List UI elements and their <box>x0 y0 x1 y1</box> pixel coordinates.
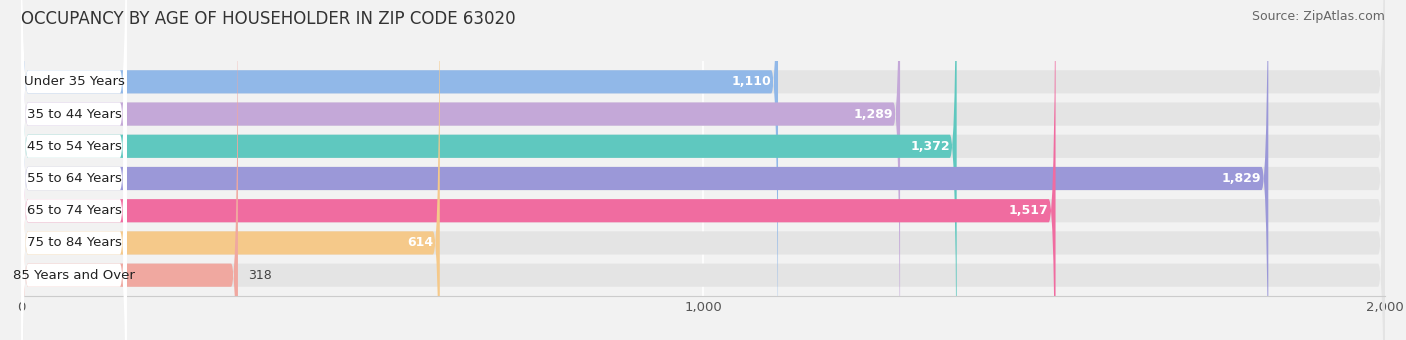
FancyBboxPatch shape <box>21 0 1385 340</box>
Text: 318: 318 <box>249 269 271 282</box>
Text: 75 to 84 Years: 75 to 84 Years <box>27 236 121 250</box>
Text: Under 35 Years: Under 35 Years <box>24 75 124 88</box>
Text: 1,289: 1,289 <box>853 107 893 121</box>
FancyBboxPatch shape <box>21 0 1385 340</box>
FancyBboxPatch shape <box>21 0 127 340</box>
Text: 85 Years and Over: 85 Years and Over <box>13 269 135 282</box>
FancyBboxPatch shape <box>21 0 127 340</box>
Text: 1,110: 1,110 <box>731 75 772 88</box>
FancyBboxPatch shape <box>21 0 238 340</box>
FancyBboxPatch shape <box>21 0 1385 340</box>
Text: 55 to 64 Years: 55 to 64 Years <box>27 172 121 185</box>
FancyBboxPatch shape <box>21 0 127 340</box>
FancyBboxPatch shape <box>21 0 127 340</box>
FancyBboxPatch shape <box>21 0 778 340</box>
FancyBboxPatch shape <box>21 0 956 340</box>
Text: 45 to 54 Years: 45 to 54 Years <box>27 140 121 153</box>
FancyBboxPatch shape <box>21 0 440 340</box>
FancyBboxPatch shape <box>21 0 1385 340</box>
FancyBboxPatch shape <box>21 0 900 340</box>
FancyBboxPatch shape <box>21 0 1268 340</box>
FancyBboxPatch shape <box>21 0 127 340</box>
Text: 614: 614 <box>406 236 433 250</box>
Text: 65 to 74 Years: 65 to 74 Years <box>27 204 121 217</box>
FancyBboxPatch shape <box>21 0 127 340</box>
FancyBboxPatch shape <box>21 0 1385 340</box>
FancyBboxPatch shape <box>21 0 1385 340</box>
Text: 1,517: 1,517 <box>1010 204 1049 217</box>
FancyBboxPatch shape <box>21 0 1056 340</box>
FancyBboxPatch shape <box>21 0 127 340</box>
Text: Source: ZipAtlas.com: Source: ZipAtlas.com <box>1251 10 1385 23</box>
Text: 1,829: 1,829 <box>1222 172 1261 185</box>
Text: 1,372: 1,372 <box>910 140 950 153</box>
FancyBboxPatch shape <box>21 0 1385 340</box>
Text: 35 to 44 Years: 35 to 44 Years <box>27 107 121 121</box>
Text: OCCUPANCY BY AGE OF HOUSEHOLDER IN ZIP CODE 63020: OCCUPANCY BY AGE OF HOUSEHOLDER IN ZIP C… <box>21 10 516 28</box>
